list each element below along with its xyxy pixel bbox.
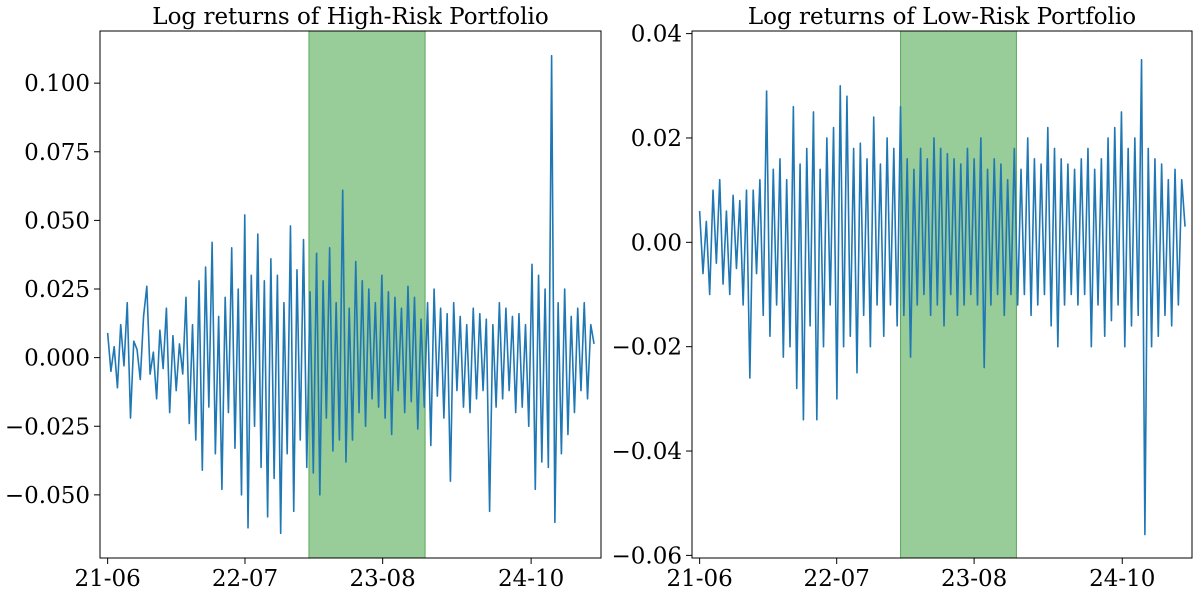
y-tick-label: 0.000 [24,346,90,372]
y-tick-label: −0.050 [5,483,90,509]
series-line-0 [106,54,595,535]
chart-title: Log returns of High-Risk Portfolio [152,4,548,30]
x-tick-label: 21-06 [74,566,140,592]
y-tick-label: 0.02 [631,126,682,152]
x-tick-label: 23-08 [350,566,416,592]
x-tick-label: 21-06 [666,566,732,592]
y-tick-label: 0.025 [24,277,90,303]
x-tick-label: 22-07 [212,566,278,592]
y-tick-label: 0.075 [24,140,90,166]
x-tick-label: 22-07 [804,566,870,592]
y-tick-label: −0.04 [612,439,682,465]
y-tick-label: 0.050 [24,208,90,234]
y-tick-label: −0.025 [5,414,90,440]
x-tick-label: 24-10 [1089,566,1155,592]
x-tick-label: 24-10 [498,566,564,592]
x-tick-label: 23-08 [941,566,1007,592]
y-tick-label: 0.00 [631,230,682,256]
axes-frame [691,30,1193,559]
y-tick-label: −0.02 [612,335,682,361]
y-tick-label: −0.06 [612,543,682,569]
y-tick-label: 0.100 [24,71,90,97]
chart-title: Log returns of Low-Risk Portfolio [748,4,1136,30]
chart-panel-high-risk: 0.100 0.075 0.050 0.025 0.000 −0.025 −0.050 21-… [5,4,602,592]
axes-frame [99,30,602,559]
series-line-0 [698,58,1186,536]
y-tick-label: 0.04 [631,22,682,48]
